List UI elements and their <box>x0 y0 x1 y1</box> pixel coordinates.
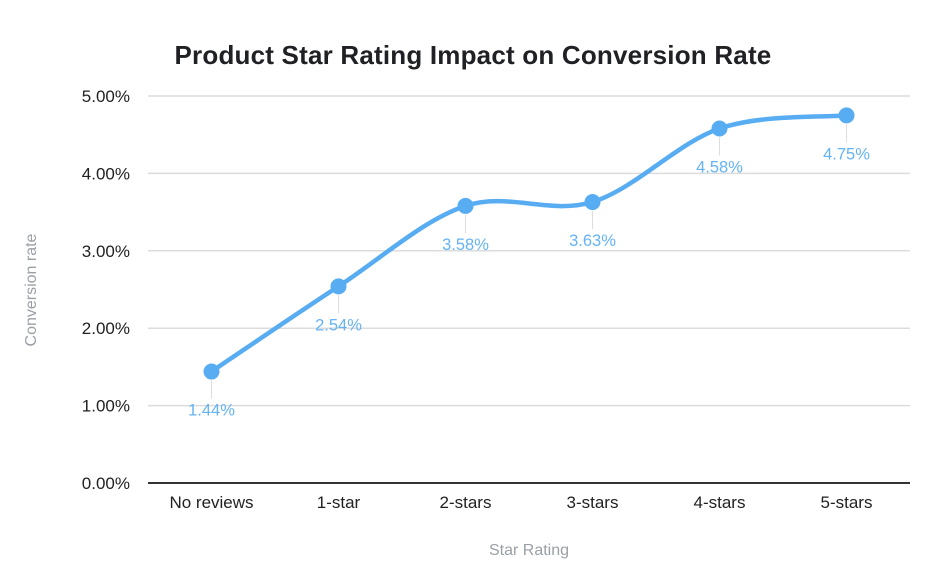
data-point <box>838 107 855 124</box>
data-point <box>203 363 220 380</box>
x-tick-label: 3-stars <box>567 493 619 512</box>
y-tick-label: 2.00% <box>82 319 130 338</box>
x-tick-label: No reviews <box>169 493 253 512</box>
data-point-label: 1.44% <box>188 402 235 420</box>
data-point-label: 3.63% <box>569 232 616 250</box>
y-tick-label: 0.00% <box>82 474 130 493</box>
data-point-label: 2.54% <box>315 316 362 334</box>
x-tick-label: 5-stars <box>821 493 873 512</box>
data-point-label: 4.75% <box>823 145 870 163</box>
data-point <box>711 120 728 137</box>
data-point-label: 3.58% <box>442 236 489 254</box>
y-tick-label: 3.00% <box>82 242 130 261</box>
y-tick-label: 1.00% <box>82 397 130 416</box>
x-tick-label: 2-stars <box>440 493 492 512</box>
data-point-label: 4.58% <box>696 159 743 177</box>
y-tick-label: 4.00% <box>82 164 130 183</box>
series-line <box>209 113 849 374</box>
chart-title: Product Star Rating Impact on Conversion… <box>174 40 772 70</box>
data-point <box>457 197 474 214</box>
y-tick-label: 5.00% <box>82 87 130 106</box>
x-axis-title: Star Rating <box>488 542 570 559</box>
data-point <box>330 278 347 295</box>
x-tick-label: 1-star <box>317 493 361 512</box>
data-point <box>584 194 601 211</box>
x-tick-label: 4-stars <box>694 493 746 512</box>
